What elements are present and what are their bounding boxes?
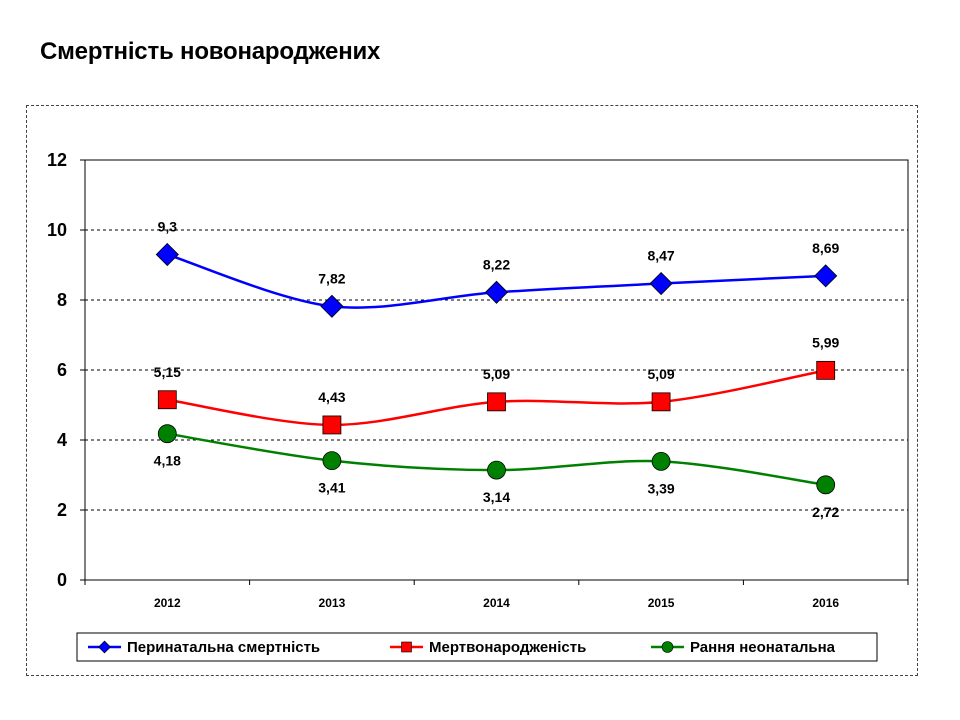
y-tick-label: 2 [57, 500, 67, 520]
x-tick-label: 2013 [319, 596, 346, 610]
chart-frame [26, 105, 918, 676]
legend-marker [401, 641, 412, 653]
series-diamond: 9,3 7,82 8,22 8,47 8,69 [155, 219, 840, 318]
data-label: 8,22 [483, 256, 510, 272]
data-point [155, 242, 179, 267]
data-label: 4,43 [318, 389, 345, 405]
legend-box [76, 632, 878, 662]
data-label: 5,99 [812, 334, 839, 350]
data-point [322, 451, 342, 471]
data-label: 3,39 [647, 480, 674, 496]
data-point [487, 392, 506, 412]
data-point [816, 475, 836, 495]
data-label: 8,47 [647, 248, 674, 264]
data-point [484, 280, 509, 304]
y-tick-label: 6 [57, 360, 67, 380]
y-tick-label: 8 [57, 290, 67, 310]
data-label: 3,14 [483, 489, 510, 505]
legend: Перинатальна смертність Мертвонародженіст… [76, 632, 878, 662]
legend-marker [661, 641, 674, 653]
series-group: 9,3 7,82 8,22 8,47 8,69 5,15 4,43 5,09 5,09 5,99 4… [154, 219, 840, 520]
y-tick-label: 10 [47, 220, 67, 240]
x-tick-label: 2016 [812, 596, 839, 610]
data-point [651, 392, 671, 412]
x-axis-ticks: 2012 2013 2014 2015 2016 [84, 580, 909, 610]
legend-label: Перинатальна смертність [127, 639, 320, 656]
y-tick-label: 4 [57, 430, 67, 450]
y-tick-label: 12 [47, 150, 67, 170]
data-label: 4,18 [154, 453, 181, 469]
data-label: 3,41 [318, 480, 345, 496]
data-point [814, 264, 838, 288]
x-tick-label: 2015 [648, 596, 675, 610]
data-point [157, 424, 177, 444]
y-axis-ticks: 0 2 4 6 8 10 12 [47, 150, 85, 590]
data-label: 5,15 [154, 364, 181, 380]
data-point [487, 460, 506, 480]
y-tick-label: 0 [57, 570, 67, 590]
data-label: 9,3 [158, 219, 178, 235]
data-label: 7,82 [318, 270, 345, 286]
series-circle: 4,18 3,41 3,14 3,39 2,72 [154, 424, 840, 520]
data-point [649, 271, 673, 296]
x-tick-label: 2014 [483, 596, 510, 610]
legend-label: Рання неонатальна [690, 639, 836, 656]
data-label: 5,09 [647, 366, 674, 382]
data-label: 5,09 [483, 366, 510, 382]
gridlines [85, 229, 908, 511]
legend-marker [98, 640, 111, 654]
data-point [322, 415, 342, 435]
page-title: Смертність новонароджених [40, 38, 381, 65]
x-tick-label: 2012 [154, 596, 181, 610]
data-point [157, 390, 177, 410]
data-label: 2,72 [812, 504, 839, 520]
data-point [651, 451, 671, 471]
series-square: 5,15 4,43 5,09 5,09 5,99 [154, 334, 840, 435]
legend-label: Мертвонародженість [429, 639, 586, 656]
data-point [320, 294, 344, 318]
data-label: 8,69 [812, 240, 839, 256]
data-point [816, 360, 836, 380]
